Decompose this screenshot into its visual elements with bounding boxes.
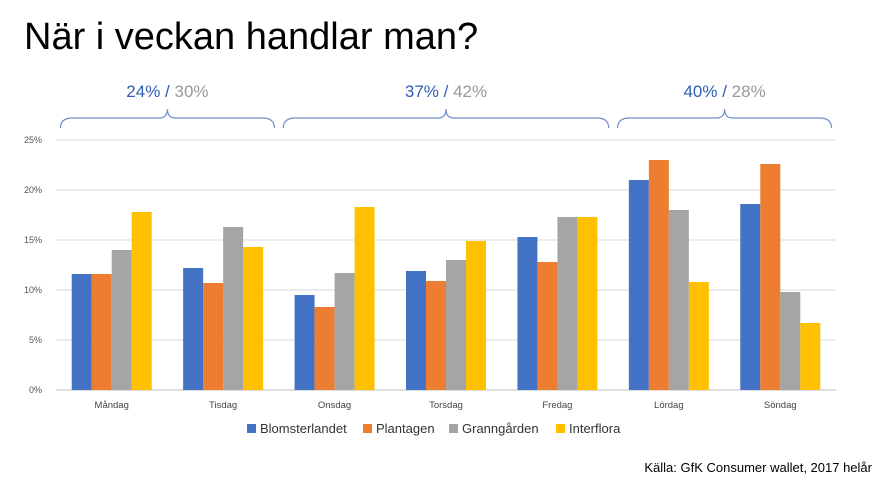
legend-label-plantagen: Plantagen bbox=[376, 421, 435, 436]
group-share-separator: / bbox=[160, 82, 170, 101]
bar-interflora-1 bbox=[243, 247, 264, 390]
bar-interflora-2 bbox=[354, 207, 375, 390]
bar-blomsterlandet-4 bbox=[517, 237, 538, 390]
group-share-first: 24% bbox=[126, 82, 160, 101]
bar-interflora-6 bbox=[800, 323, 821, 390]
bar-granngården-1 bbox=[223, 227, 244, 390]
y-tick-label: 10% bbox=[24, 285, 42, 295]
bar-granngården-5 bbox=[668, 210, 689, 390]
bar-blomsterlandet-3 bbox=[406, 271, 426, 390]
x-tick-label: Lördag bbox=[654, 400, 684, 411]
bracket bbox=[617, 108, 833, 129]
bracket bbox=[59, 108, 275, 129]
legend-label-blomsterlandet: Blomsterlandet bbox=[260, 421, 347, 436]
bar-granngården-2 bbox=[334, 273, 355, 390]
y-tick-label: 5% bbox=[29, 335, 42, 345]
source-note: Källa: GfK Consumer wallet, 2017 helår bbox=[644, 460, 872, 475]
group-share-separator: / bbox=[439, 82, 449, 101]
legend-label-granngården: Granngården bbox=[462, 421, 539, 436]
bar-blomsterlandet-6 bbox=[740, 204, 761, 390]
legend-label-interflora: Interflora bbox=[569, 421, 621, 436]
x-tick-label: Måndag bbox=[95, 400, 129, 411]
bar-interflora-5 bbox=[688, 282, 709, 390]
bar-granngården-6 bbox=[780, 292, 801, 390]
group-share-second: 28% bbox=[727, 82, 766, 101]
group-share-label: 24% / 30% bbox=[126, 82, 208, 101]
legend-swatch-granngården bbox=[449, 424, 458, 433]
legend-swatch-blomsterlandet bbox=[247, 424, 256, 433]
bar-plantagen-5 bbox=[648, 160, 669, 390]
legend-swatch-interflora bbox=[556, 424, 565, 433]
bars bbox=[71, 160, 821, 390]
bar-plantagen-1 bbox=[203, 283, 224, 390]
bar-plantagen-0 bbox=[91, 274, 112, 390]
bar-plantagen-3 bbox=[426, 281, 446, 390]
x-tick-label: Torsdag bbox=[429, 400, 463, 411]
group-share-first: 37% bbox=[405, 82, 439, 101]
group-share-label: 37% / 42% bbox=[405, 82, 487, 101]
bar-plantagen-2 bbox=[314, 307, 335, 390]
y-tick-label: 15% bbox=[24, 235, 42, 245]
legend: Blomsterlandet Plantagen Granngården Interf… bbox=[247, 421, 621, 436]
x-axis-ticks: Måndag Tisdag Onsdag Torsdag Fredag Lördag Sön… bbox=[95, 400, 797, 411]
x-tick-label: Söndag bbox=[764, 400, 797, 411]
bar-interflora-3 bbox=[466, 241, 486, 390]
y-tick-label: 20% bbox=[24, 185, 42, 195]
page-title: När i veckan handlar man? bbox=[24, 16, 479, 58]
bar-granngården-3 bbox=[446, 260, 466, 390]
bar-interflora-0 bbox=[131, 212, 152, 390]
bar-plantagen-4 bbox=[537, 262, 558, 390]
y-axis-ticks: 0% 5% 10% 15% 20% 25% bbox=[24, 135, 42, 395]
group-share-label: 40% / 28% bbox=[683, 82, 765, 101]
legend-swatch-plantagen bbox=[363, 424, 372, 433]
bar-plantagen-6 bbox=[760, 164, 781, 390]
group-share-second: 30% bbox=[170, 82, 209, 101]
y-tick-label: 0% bbox=[29, 385, 42, 395]
group-share-second: 42% bbox=[448, 82, 487, 101]
x-tick-label: Onsdag bbox=[318, 400, 351, 411]
bar-blomsterlandet-5 bbox=[628, 180, 649, 390]
bar-blomsterlandet-0 bbox=[71, 274, 92, 390]
day-group-brackets: 24% / 30% 37% / 42% 40% / 28% bbox=[59, 82, 833, 129]
group-share-separator: / bbox=[717, 82, 727, 101]
bar-granngården-4 bbox=[557, 217, 578, 390]
y-tick-label: 25% bbox=[24, 135, 42, 145]
bar-interflora-4 bbox=[577, 217, 598, 390]
bar-granngården-0 bbox=[111, 250, 132, 390]
x-tick-label: Fredag bbox=[542, 400, 572, 411]
group-share-first: 40% bbox=[683, 82, 717, 101]
bar-blomsterlandet-2 bbox=[294, 295, 315, 390]
bracket bbox=[282, 108, 610, 129]
bar-blomsterlandet-1 bbox=[183, 268, 204, 390]
x-tick-label: Tisdag bbox=[209, 400, 237, 411]
